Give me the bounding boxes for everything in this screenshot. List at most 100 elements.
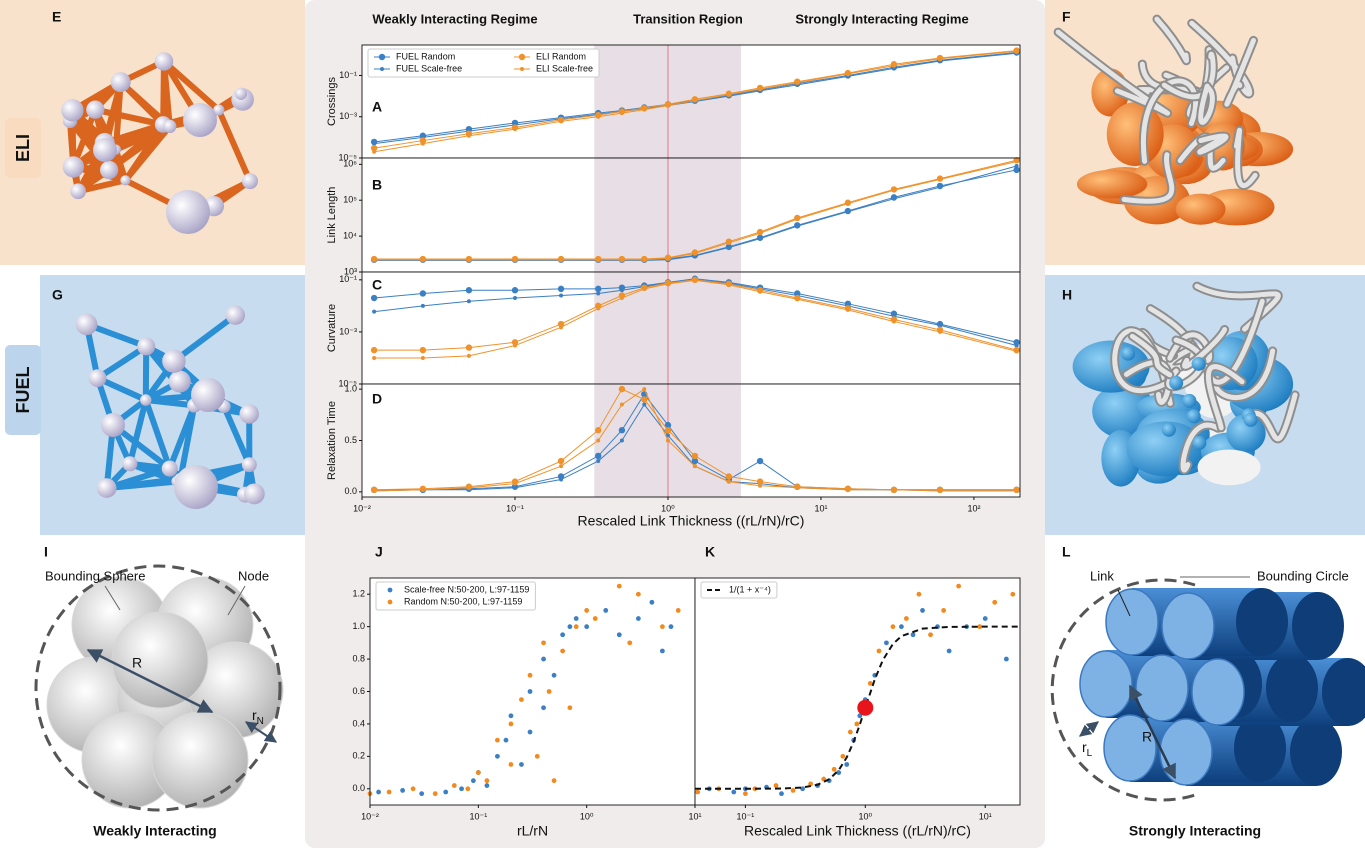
- symbol: r: [252, 707, 257, 723]
- plot-frame: [361, 383, 1021, 498]
- x-tick-label: 10²: [967, 503, 980, 513]
- point: [560, 632, 566, 638]
- point: [695, 789, 701, 795]
- point: [451, 783, 457, 788]
- point: [938, 323, 943, 328]
- point: [567, 705, 573, 711]
- point: [470, 778, 476, 784]
- point: [603, 608, 609, 613]
- point: [619, 257, 624, 262]
- render-node: [61, 99, 84, 122]
- y-tick-label: 0.0: [352, 783, 365, 793]
- schematic-label: rL: [1082, 739, 1093, 759]
- y-tick-label: 10⁴: [343, 230, 357, 240]
- schematic-label: Node: [238, 568, 269, 583]
- point: [512, 127, 517, 132]
- point: [836, 770, 842, 775]
- point: [641, 396, 648, 403]
- point: [665, 256, 670, 261]
- point: [627, 640, 633, 646]
- point: [541, 640, 546, 646]
- bounding-circle: [1050, 578, 1196, 802]
- point: [559, 477, 564, 482]
- point: [758, 236, 763, 241]
- x-tick-label: 10⁻¹: [506, 503, 524, 513]
- panel-letter: B: [372, 177, 382, 193]
- point: [372, 309, 377, 314]
- render-tube: [1112, 328, 1169, 393]
- point: [618, 385, 626, 393]
- render-tube: [1180, 422, 1221, 473]
- render-link: [221, 403, 253, 468]
- render-node: [70, 183, 86, 200]
- legend-marker: [387, 587, 393, 593]
- point: [692, 251, 697, 256]
- point: [903, 616, 909, 621]
- x-tick-label: 10⁰: [661, 503, 675, 513]
- point: [1014, 159, 1019, 164]
- point: [527, 672, 533, 678]
- point: [410, 786, 416, 792]
- chart: 10³ 10⁴ 10⁵ 10⁶ B Link Length: [326, 157, 1021, 276]
- point: [659, 624, 665, 630]
- chart: 0.0 0.2 0.4 0.6 0.8 1.0 1.2 10⁻² 10⁻¹ 10⁰ 10¹ Scale…: [352, 544, 701, 839]
- y-axis-label: Crossings: [326, 77, 338, 126]
- render-node: [1186, 409, 1201, 424]
- y-tick-label: 10⁻¹: [339, 70, 357, 80]
- point: [596, 438, 601, 443]
- point: [854, 721, 860, 727]
- render-blob: [1076, 169, 1148, 199]
- panel-letter: J: [375, 544, 383, 560]
- point: [884, 640, 889, 646]
- point: [1014, 49, 1019, 54]
- point: [665, 103, 670, 108]
- sphere: [151, 711, 249, 809]
- schematic-strong: [1079, 588, 1365, 786]
- point: [596, 114, 601, 119]
- y-tick-label: 10³: [344, 266, 357, 276]
- point: [557, 457, 565, 465]
- render-node: [241, 457, 257, 473]
- regime-label: Strongly Interacting Regime: [795, 11, 968, 26]
- point: [1003, 656, 1009, 662]
- point: [557, 320, 565, 328]
- subscript: L: [1087, 748, 1093, 759]
- x-tick-label: 10¹: [688, 811, 701, 821]
- point: [982, 616, 988, 621]
- panel-letter: I: [44, 544, 48, 560]
- point: [876, 648, 882, 654]
- legend: Scale-free N:50-200, L:97-1159 Random N:5…: [375, 581, 536, 611]
- point: [1014, 163, 1019, 168]
- point: [938, 56, 943, 61]
- point: [484, 778, 490, 784]
- bounding-sphere: [34, 564, 282, 812]
- point: [692, 98, 697, 103]
- point: [527, 729, 533, 735]
- render-node: [122, 456, 138, 472]
- y-tick-label: 10⁶: [343, 159, 357, 169]
- render-node: [243, 483, 265, 505]
- render-node: [1121, 346, 1136, 361]
- point: [795, 80, 800, 85]
- point: [595, 285, 602, 293]
- point: [595, 427, 602, 434]
- point: [665, 433, 670, 438]
- point: [511, 339, 519, 346]
- point: [1014, 488, 1019, 493]
- point: [372, 355, 377, 360]
- point: [512, 485, 517, 490]
- point: [420, 141, 425, 146]
- point: [512, 481, 517, 486]
- point: [795, 485, 800, 490]
- point: [619, 111, 624, 116]
- render-tube: [1166, 337, 1205, 390]
- point: [691, 452, 699, 460]
- point: [419, 346, 427, 354]
- point: [635, 616, 641, 621]
- point: [635, 591, 641, 597]
- point: [664, 427, 672, 434]
- point: [508, 762, 514, 767]
- render-tube: [1194, 283, 1281, 332]
- cylinder-face: [1079, 650, 1133, 718]
- y-tick-label: 10⁻³: [339, 111, 357, 121]
